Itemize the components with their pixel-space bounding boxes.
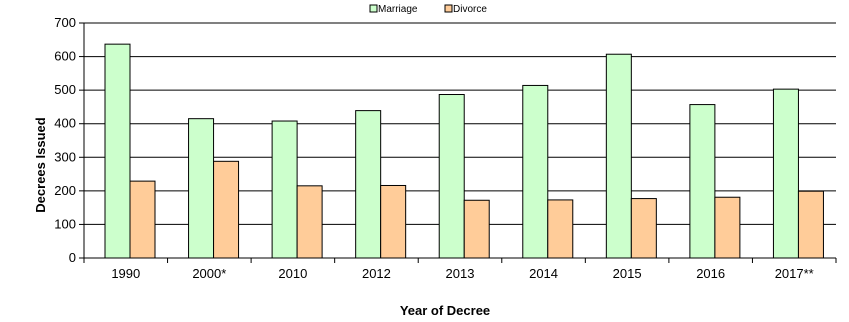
- bar-divorce-1990: [129, 180, 156, 259]
- bar-marriage-2015: [605, 53, 632, 259]
- bar-divorce-2016: [714, 196, 741, 259]
- bar-divorce-2013: [463, 199, 490, 259]
- x-tick-label-8: 2017**: [775, 266, 814, 281]
- x-tick-label-1: 2000*: [192, 266, 226, 281]
- x-tick-label-3: 2012: [362, 266, 391, 281]
- x-tick-label-4: 2013: [446, 266, 475, 281]
- y-tick-label-600: 600: [54, 49, 76, 64]
- bars: [104, 43, 824, 259]
- legend-label-marriage: Marriage: [378, 4, 418, 15]
- bar-marriage-2017: [772, 88, 799, 259]
- y-tick-label-300: 300: [54, 149, 76, 164]
- bar-divorce-2012: [380, 184, 407, 259]
- legend-swatch-divorce: [444, 4, 453, 13]
- bar-divorce-2014: [547, 199, 574, 259]
- x-tick-label-7: 2016: [696, 266, 725, 281]
- legend-label-divorce: Divorce: [453, 4, 487, 15]
- x-tick-label-0: 1990: [111, 266, 140, 281]
- bar-divorce-2010: [296, 185, 323, 259]
- bar-marriage-2012: [355, 110, 382, 259]
- bar-marriage-2014: [522, 84, 549, 259]
- y-tick-label-0: 0: [69, 250, 76, 265]
- legend: Marriage Divorce: [369, 4, 487, 15]
- y-tick-label-100: 100: [54, 216, 76, 231]
- x-tick-label-6: 2015: [613, 266, 642, 281]
- legend-swatch-marriage: [369, 4, 378, 13]
- bar-divorce-2015: [630, 198, 657, 259]
- bar-marriage-2016: [689, 104, 716, 259]
- x-tick-labels: 1990 2000* 2010 2012 2013 2014 2015 2016 2017**: [111, 266, 813, 281]
- bar-divorce-2017: [797, 190, 824, 259]
- y-tick-labels: 0 100 200 300 400 500 600 700: [54, 15, 76, 265]
- axes: [79, 22, 837, 263]
- bar-marriage-2010: [271, 120, 298, 259]
- y-tick-label-500: 500: [54, 82, 76, 97]
- y-tick-label-200: 200: [54, 183, 76, 198]
- y-axis-title: Decrees Issued: [33, 117, 48, 212]
- x-axis-title: Year of Decree: [400, 303, 490, 318]
- y-tick-label-400: 400: [54, 116, 76, 131]
- x-tick-label-2: 2010: [278, 266, 307, 281]
- bar-divorce-2000: [213, 160, 240, 259]
- bar-marriage-2013: [438, 94, 465, 259]
- bar-marriage-2000: [188, 118, 215, 259]
- bar-marriage-1990: [104, 43, 131, 259]
- x-tick-label-5: 2014: [529, 266, 558, 281]
- y-tick-label-700: 700: [54, 15, 76, 30]
